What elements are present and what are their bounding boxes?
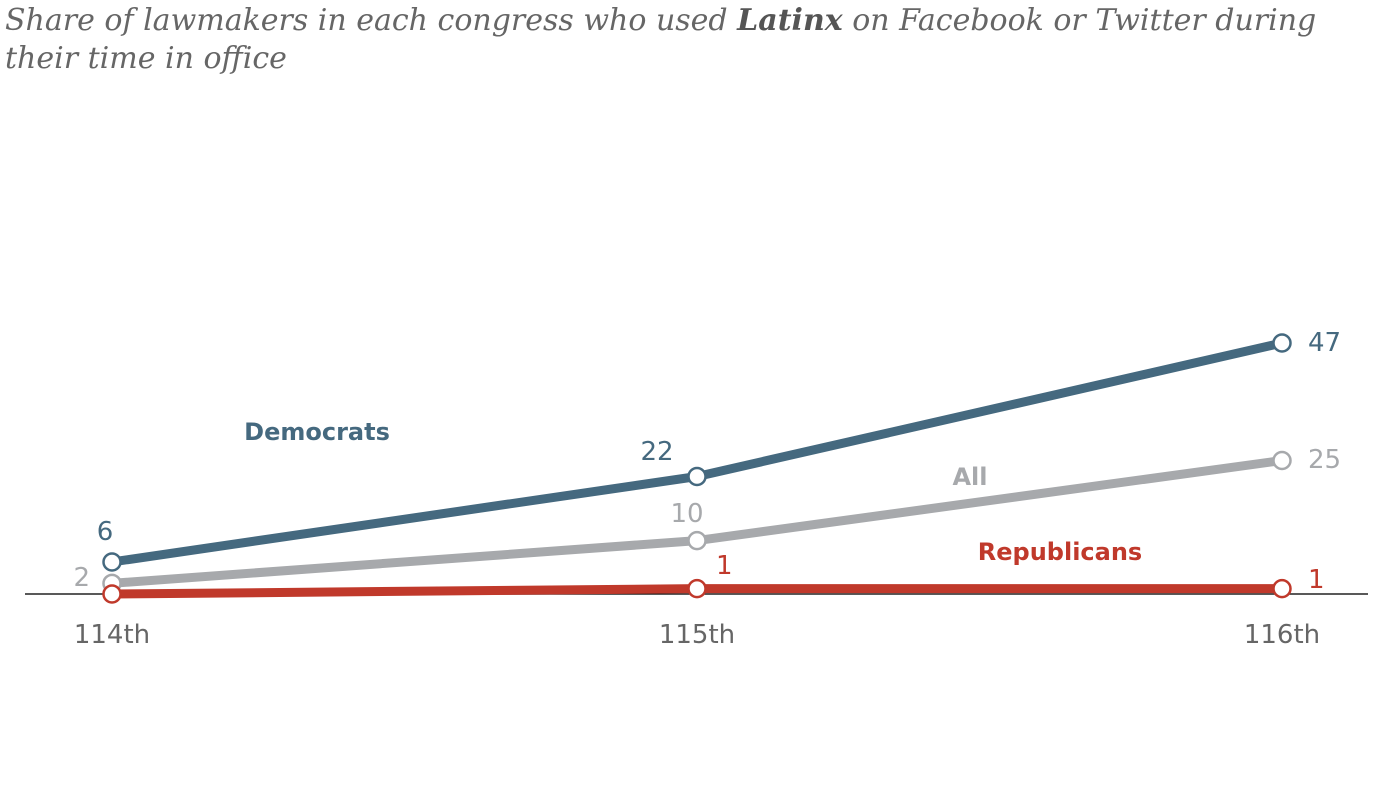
data-point-all-116th (1272, 450, 1292, 471)
title-suffix: on Facebook or Twitter during their time… (5, 3, 1317, 76)
series-dem: 6 22 47 Democrats (97, 328, 1341, 572)
title-emphasis: Latinx (737, 3, 843, 38)
series-label-dem: Democrats (244, 418, 390, 446)
data-point-rep-114th (102, 584, 122, 604)
data-point-rep-116th (1272, 578, 1292, 599)
series-layer: 2 10 25 All 1 1 Republicans 6 22 47 Democrats (73, 328, 1341, 604)
series-label-rep: Republicans (978, 538, 1142, 566)
x-tick-label-116th: 116th (1244, 620, 1320, 650)
data-label-all-114th: 2 (73, 563, 90, 593)
data-label-all-115th: 10 (670, 499, 703, 529)
data-point-all-115th (687, 530, 707, 551)
data-label-all-116th: 25 (1308, 445, 1341, 475)
data-point-rep-115th (687, 578, 707, 599)
data-label-dem-115th: 22 (640, 437, 673, 467)
x-axis-ticks: 114th 115th 116th (74, 620, 1320, 650)
x-tick-label-115th: 115th (659, 620, 735, 650)
x-tick-label-114th: 114th (74, 620, 150, 650)
series-line-dem (107, 338, 1287, 567)
data-label-dem-114th: 6 (97, 517, 114, 547)
data-label-dem-116th: 47 (1308, 328, 1341, 358)
data-label-rep-115th: 1 (716, 551, 733, 581)
data-point-dem-114th (102, 552, 122, 572)
series-label-all: All (952, 463, 987, 491)
data-point-dem-116th (1272, 333, 1292, 353)
data-point-dem-115th (687, 466, 707, 487)
title-prefix: Share of lawmakers in each congress who … (5, 3, 738, 38)
series-rep: 1 1 Republicans (102, 538, 1325, 604)
series-all: 2 10 25 All (73, 445, 1341, 594)
data-label-rep-116th: 1 (1308, 565, 1325, 595)
chart-title: Share of lawmakers in each congress who … (5, 2, 1385, 78)
